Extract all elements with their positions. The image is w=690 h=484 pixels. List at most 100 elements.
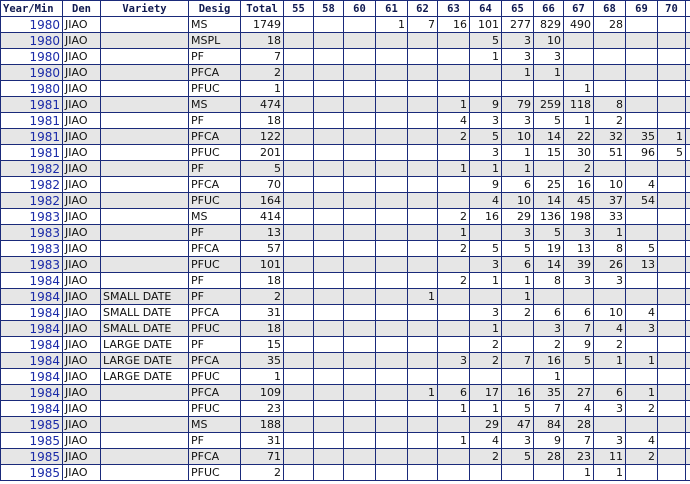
- table-cell: 122: [240, 128, 284, 145]
- table-cell: 14: [533, 192, 564, 209]
- table-cell: 2: [240, 288, 284, 305]
- table-cell: [343, 192, 376, 209]
- table-cell: [343, 112, 376, 129]
- table-cell: 16: [563, 176, 594, 193]
- table-cell: LARGE DATE: [100, 368, 189, 385]
- table-cell: [283, 160, 314, 177]
- table-cell: 1: [533, 368, 564, 385]
- table-cell: [657, 32, 686, 49]
- table-cell: JIAO: [62, 416, 101, 433]
- table-cell: 1: [501, 288, 534, 305]
- table-cell: [685, 192, 690, 209]
- table-cell: [407, 128, 438, 145]
- table-cell: 259: [533, 96, 564, 113]
- table-cell: [685, 384, 690, 401]
- table-cell: 7: [240, 48, 284, 65]
- table-cell: [685, 272, 690, 289]
- table-cell: 3: [469, 256, 502, 273]
- column-header: Total: [240, 0, 284, 17]
- table-cell: PFCA: [188, 304, 241, 321]
- table-cell: [375, 272, 408, 289]
- table-cell: [685, 176, 690, 193]
- table-cell: 2: [593, 112, 626, 129]
- table-cell: [375, 96, 408, 113]
- table-cell: 164: [240, 192, 284, 209]
- table-cell: JIAO: [62, 96, 101, 113]
- table-cell: 1: [657, 128, 686, 145]
- table-cell: [313, 208, 344, 225]
- table-cell: 57: [240, 240, 284, 257]
- table-cell: [313, 400, 344, 417]
- table-cell: [407, 336, 438, 353]
- table-cell: [375, 304, 408, 321]
- table-cell: 15: [533, 144, 564, 161]
- table-cell: [100, 464, 189, 481]
- table-cell: [685, 32, 690, 49]
- table-cell: PFUC: [188, 144, 241, 161]
- table-cell: PF: [188, 224, 241, 241]
- table-cell: 9: [469, 176, 502, 193]
- table-cell: 13: [563, 240, 594, 257]
- table-cell: 4: [625, 176, 658, 193]
- table-cell: 16: [437, 16, 470, 33]
- table-cell: [593, 368, 626, 385]
- table-cell: [313, 192, 344, 209]
- table-cell: 71: [240, 448, 284, 465]
- table-cell: [437, 64, 470, 81]
- table-cell: 1: [437, 400, 470, 417]
- table-cell: [313, 416, 344, 433]
- table-cell: JIAO: [62, 176, 101, 193]
- table-cell: [407, 464, 438, 481]
- table-cell: 1: [437, 432, 470, 449]
- table-cell: [100, 240, 189, 257]
- table-cell: [313, 80, 344, 97]
- table-cell: MS: [188, 208, 241, 225]
- table-cell: [100, 192, 189, 209]
- table-cell: [343, 208, 376, 225]
- table-cell: [657, 256, 686, 273]
- table-cell: 1: [501, 144, 534, 161]
- table-cell: 10: [593, 304, 626, 321]
- column-header: Den: [62, 0, 101, 17]
- year-cell: 1982: [0, 192, 63, 209]
- table-cell: 4: [469, 192, 502, 209]
- table-cell: 28: [533, 448, 564, 465]
- table-cell: [375, 144, 408, 161]
- table-cell: [313, 48, 344, 65]
- table-cell: 6: [593, 384, 626, 401]
- column-header: 69: [625, 0, 658, 17]
- table-cell: [657, 80, 686, 97]
- table-cell: [685, 368, 690, 385]
- table-cell: [685, 304, 690, 321]
- table-cell: 26: [593, 256, 626, 273]
- table-cell: [283, 240, 314, 257]
- table-cell: [283, 304, 314, 321]
- table-cell: [657, 320, 686, 337]
- table-cell: [593, 48, 626, 65]
- table-cell: 1: [469, 160, 502, 177]
- year-cell: 1984: [0, 320, 63, 337]
- table-cell: [313, 368, 344, 385]
- table-cell: [313, 288, 344, 305]
- table-cell: [375, 352, 408, 369]
- table-cell: MS: [188, 96, 241, 113]
- table-cell: [283, 16, 314, 33]
- table-cell: [343, 288, 376, 305]
- table-cell: 27: [563, 384, 594, 401]
- table-cell: [685, 224, 690, 241]
- table-cell: 10: [501, 128, 534, 145]
- table-cell: [657, 448, 686, 465]
- table-cell: 3: [437, 352, 470, 369]
- table-cell: [343, 320, 376, 337]
- table-cell: [657, 416, 686, 433]
- table-cell: 96: [625, 144, 658, 161]
- table-cell: 23: [563, 448, 594, 465]
- table-cell: [375, 320, 408, 337]
- table-cell: [375, 176, 408, 193]
- table-cell: [625, 208, 658, 225]
- table-cell: [100, 384, 189, 401]
- year-cell: 1984: [0, 384, 63, 401]
- table-cell: 2: [437, 272, 470, 289]
- table-cell: 51: [593, 144, 626, 161]
- table-cell: [313, 432, 344, 449]
